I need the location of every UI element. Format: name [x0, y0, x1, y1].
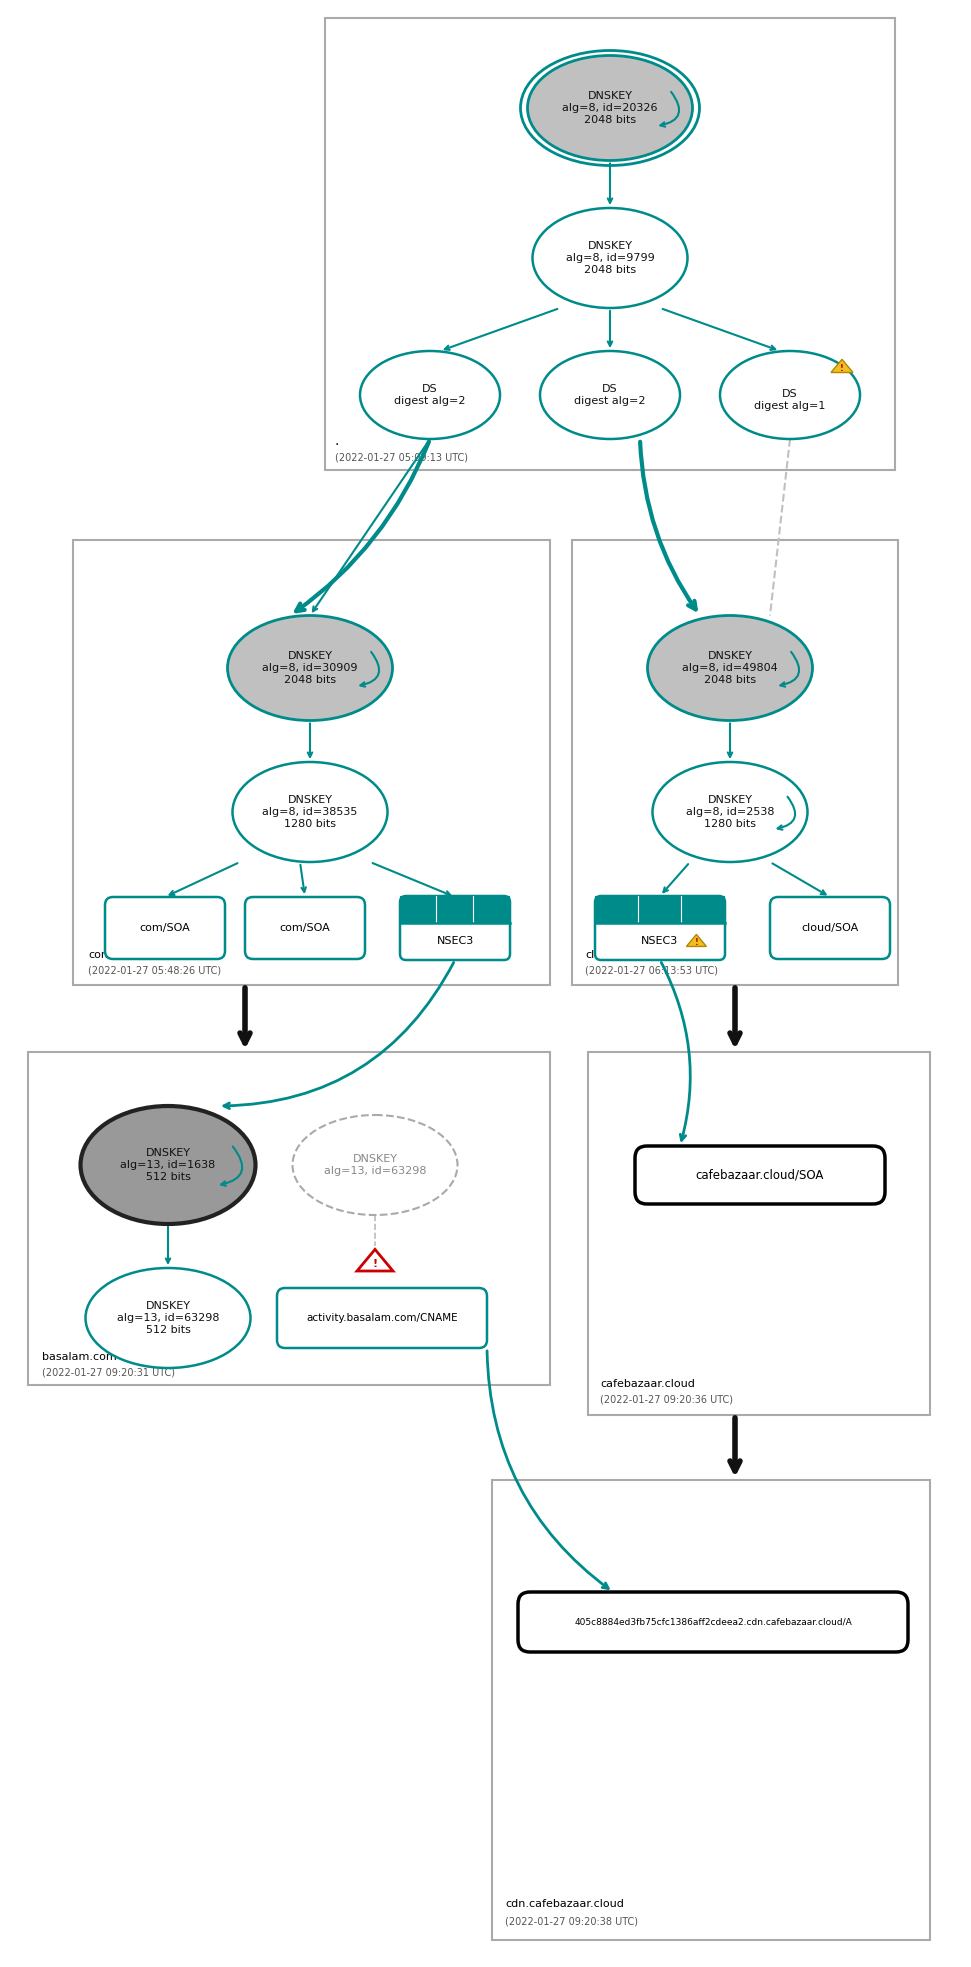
Text: com/SOA: com/SOA [280, 923, 330, 932]
Ellipse shape [532, 209, 687, 309]
Text: basalam.com: basalam.com [42, 1351, 117, 1361]
Text: !: ! [840, 364, 844, 372]
Text: DNSKEY
alg=8, id=9799
2048 bits: DNSKEY alg=8, id=9799 2048 bits [566, 240, 654, 275]
Text: cafebazaar.cloud/SOA: cafebazaar.cloud/SOA [696, 1168, 824, 1182]
Text: DNSKEY
alg=8, id=20326
2048 bits: DNSKEY alg=8, id=20326 2048 bits [562, 90, 657, 126]
Ellipse shape [653, 761, 808, 862]
Text: (2022-01-27 05:09:13 UTC): (2022-01-27 05:09:13 UTC) [335, 452, 468, 462]
Text: com/SOA: com/SOA [140, 923, 190, 932]
Text: com: com [88, 950, 112, 960]
Text: NSEC3: NSEC3 [642, 936, 679, 946]
Ellipse shape [85, 1269, 251, 1367]
Bar [492, 1479, 930, 1939]
Text: cloud: cloud [585, 950, 616, 960]
Text: (2022-01-27 09:20:38 UTC): (2022-01-27 09:20:38 UTC) [505, 1916, 638, 1926]
FancyBboxPatch shape [400, 897, 510, 960]
Polygon shape [831, 360, 853, 372]
FancyBboxPatch shape [245, 897, 365, 960]
Text: DNSKEY
alg=13, id=63298
512 bits: DNSKEY alg=13, id=63298 512 bits [117, 1300, 219, 1336]
Ellipse shape [720, 350, 860, 439]
Ellipse shape [81, 1105, 255, 1223]
Bar [28, 1052, 550, 1385]
FancyBboxPatch shape [277, 1288, 487, 1347]
Text: DNSKEY
alg=13, id=1638
512 bits: DNSKEY alg=13, id=1638 512 bits [120, 1147, 216, 1182]
Text: DNSKEY
alg=8, id=49804
2048 bits: DNSKEY alg=8, id=49804 2048 bits [682, 651, 778, 685]
Text: cloud/SOA: cloud/SOA [801, 923, 858, 932]
Ellipse shape [232, 761, 387, 862]
FancyBboxPatch shape [595, 897, 725, 923]
Text: DNSKEY
alg=13, id=63298: DNSKEY alg=13, id=63298 [323, 1155, 426, 1176]
Text: (2022-01-27 09:20:31 UTC): (2022-01-27 09:20:31 UTC) [42, 1367, 175, 1377]
FancyBboxPatch shape [635, 1147, 885, 1204]
Bar [73, 541, 550, 985]
Text: (2022-01-27 06:13:53 UTC): (2022-01-27 06:13:53 UTC) [585, 966, 718, 976]
Text: (2022-01-27 09:20:36 UTC): (2022-01-27 09:20:36 UTC) [600, 1395, 733, 1404]
Text: DNSKEY
alg=8, id=38535
1280 bits: DNSKEY alg=8, id=38535 1280 bits [262, 795, 357, 830]
Ellipse shape [648, 616, 813, 720]
Text: NSEC3: NSEC3 [436, 936, 474, 946]
Text: (2022-01-27 05:48:26 UTC): (2022-01-27 05:48:26 UTC) [88, 966, 221, 976]
Text: !: ! [694, 938, 698, 948]
FancyBboxPatch shape [105, 897, 225, 960]
Text: 405c8884ed3fb75cfc1386aff2cdeea2.cdn.cafebazaar.cloud/A: 405c8884ed3fb75cfc1386aff2cdeea2.cdn.caf… [574, 1617, 852, 1627]
Ellipse shape [527, 55, 692, 161]
Bar [588, 1052, 930, 1414]
Text: .: . [335, 435, 340, 448]
FancyBboxPatch shape [400, 897, 510, 923]
Polygon shape [686, 934, 706, 946]
Text: DNSKEY
alg=8, id=2538
1280 bits: DNSKEY alg=8, id=2538 1280 bits [686, 795, 774, 830]
Bar [572, 541, 898, 985]
Ellipse shape [360, 350, 500, 439]
FancyBboxPatch shape [770, 897, 890, 960]
Text: DNSKEY
alg=8, id=30909
2048 bits: DNSKEY alg=8, id=30909 2048 bits [262, 651, 357, 685]
Text: DS
digest alg=2: DS digest alg=2 [394, 384, 466, 407]
Text: cafebazaar.cloud: cafebazaar.cloud [600, 1379, 695, 1389]
FancyBboxPatch shape [595, 897, 725, 960]
Text: cdn.cafebazaar.cloud: cdn.cafebazaar.cloud [505, 1898, 624, 1910]
Text: activity.basalam.com/CNAME: activity.basalam.com/CNAME [306, 1314, 457, 1324]
Ellipse shape [292, 1115, 457, 1216]
Ellipse shape [540, 350, 680, 439]
Polygon shape [357, 1249, 393, 1271]
Bar [325, 18, 895, 470]
Text: !: ! [373, 1259, 378, 1269]
Text: DS
digest alg=2: DS digest alg=2 [574, 384, 646, 407]
Text: DS
digest alg=1: DS digest alg=1 [754, 389, 825, 411]
FancyBboxPatch shape [518, 1591, 908, 1652]
Ellipse shape [227, 616, 392, 720]
